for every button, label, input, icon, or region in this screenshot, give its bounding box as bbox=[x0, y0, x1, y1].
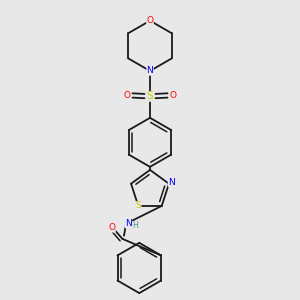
Text: O: O bbox=[146, 16, 154, 25]
Text: H: H bbox=[132, 220, 138, 230]
Text: O: O bbox=[169, 91, 176, 100]
Text: O: O bbox=[109, 223, 116, 232]
Text: S: S bbox=[135, 201, 141, 210]
Text: S: S bbox=[147, 92, 153, 101]
Text: N: N bbox=[147, 66, 153, 75]
Text: O: O bbox=[124, 91, 130, 100]
Text: N: N bbox=[168, 178, 175, 187]
Text: N: N bbox=[125, 219, 132, 228]
